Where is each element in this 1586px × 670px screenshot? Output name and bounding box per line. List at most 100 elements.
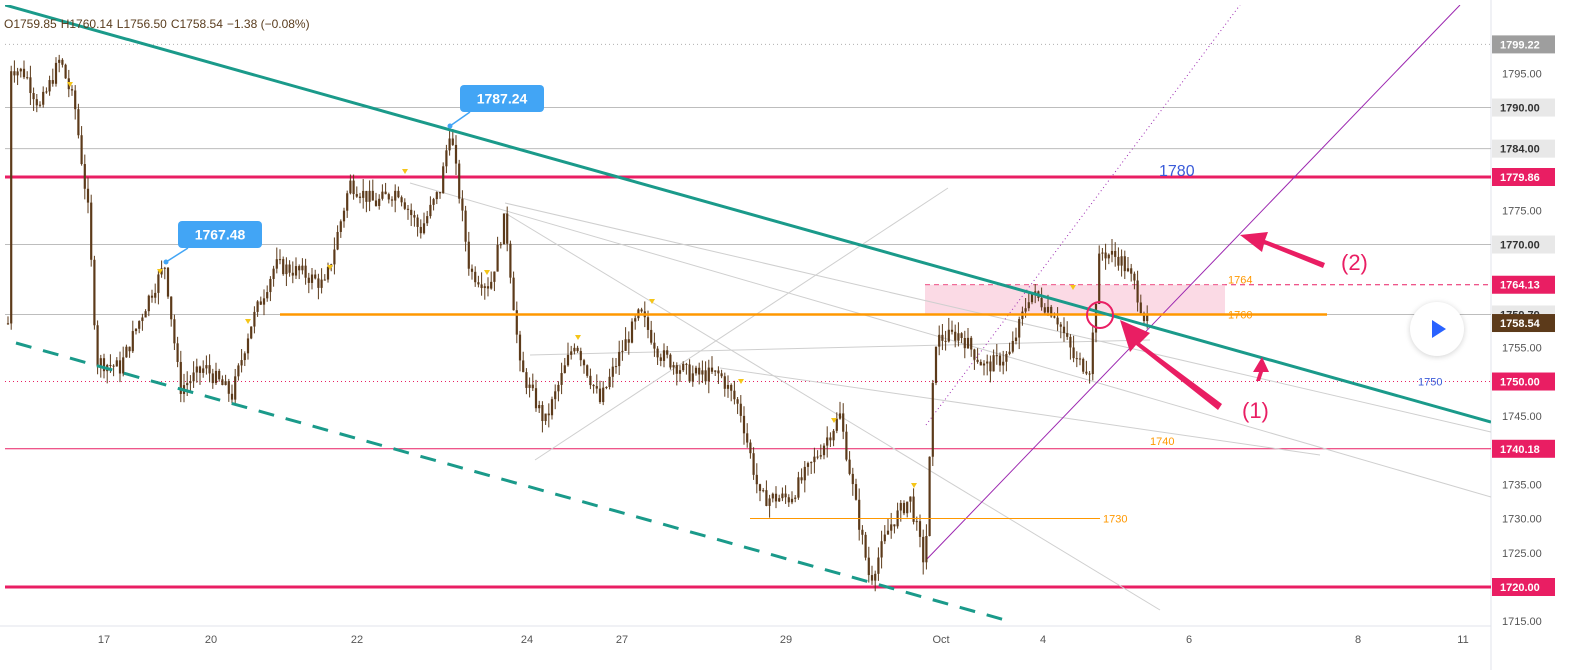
candle-body [262,298,266,305]
candle-body [336,231,339,250]
candle-body [912,496,915,522]
candle-body [192,372,195,382]
price-badge-label: 1758.54 [1500,318,1541,330]
candle-body [605,387,608,389]
candle-body [310,274,314,283]
candle-body [803,466,806,481]
candle-body [826,437,829,446]
candle-body [627,339,630,343]
candle-body [806,463,810,467]
candle-body [371,190,374,201]
candle-body [835,418,838,431]
candle-body [886,530,890,535]
highlight-circle [1086,301,1114,329]
candle-body [451,138,454,145]
level-label: 1740 [1150,436,1174,448]
pivot-marker [911,483,917,488]
time-tick-label: 20 [205,634,217,646]
time-axis: 17 20 22 24 27 29 Oct 4 6 8 11 [98,634,1469,646]
candle-body [496,244,499,272]
candle-body [454,144,458,164]
candle-body [26,77,29,79]
candle-body [6,323,10,325]
candle-body [278,259,282,261]
candle-body [890,524,893,531]
candle-body [147,295,150,312]
candle-body [346,193,349,211]
candle-body [752,453,755,475]
candle-body [419,226,422,234]
candle-body [861,529,864,535]
candle-body [128,346,131,352]
candle-body [774,493,778,502]
candle-body [160,268,163,275]
candle-body [531,384,534,389]
candle-body [477,282,480,285]
candle-body [678,370,682,374]
price-badge-label: 1750.00 [1500,377,1540,389]
candle-body [784,493,787,498]
candle-body [998,355,1002,366]
candle-body [32,93,35,100]
candle-body [918,521,922,537]
candle-body [976,359,979,362]
candle-body [611,366,614,377]
candle-body [944,340,947,342]
candle-body [877,557,880,574]
play-button[interactable] [1410,302,1464,356]
candle-body [624,339,627,351]
candle-body [845,431,848,460]
price-badge-label: 1764.13 [1500,280,1540,292]
candle-body [470,268,474,272]
candle-body [1104,252,1107,259]
pivot-marker [1070,285,1076,290]
candle-body [1046,306,1050,313]
candle-body [973,349,976,360]
candle-body [1085,371,1088,374]
candle-body [368,190,371,202]
candle-body [400,197,403,203]
candle-body [1110,250,1114,255]
candle-body [598,388,602,403]
candle-body [442,166,445,194]
candle-body [563,365,566,374]
candle-body [963,337,966,349]
callout-box [178,221,262,248]
price-tick-label: 1730.00 [1502,514,1542,526]
candle-body [45,91,48,93]
candle-body [675,365,678,374]
candle-body [688,364,691,382]
candle-body [118,360,122,374]
fan-line [529,339,1151,356]
candle-body [1056,317,1059,325]
candle-body [202,368,205,373]
candle-body [1040,297,1043,308]
candle-body [762,490,765,492]
candle-body [61,59,64,65]
candle-body [781,493,784,499]
candle-body [925,536,928,563]
candle-body [509,243,512,278]
price-tick-label: 1795.00 [1502,68,1542,80]
candle-body [534,388,538,409]
candle-body [672,365,675,368]
fan-line [409,182,1491,498]
candle-body [208,365,211,374]
candle-body [38,104,42,106]
candle-body [80,135,83,165]
candle-body [10,71,13,324]
candle-body [874,573,877,581]
candle-body [931,382,934,457]
candle-body [432,199,435,205]
candle-body [134,328,138,332]
candle-body [1130,268,1133,274]
candle-body [714,370,717,372]
candle-body [893,524,896,527]
candle-body [832,430,835,441]
candle-body [224,381,227,386]
candle-body [173,319,176,344]
candle-body [86,188,90,203]
time-tick-label: 8 [1355,634,1361,646]
